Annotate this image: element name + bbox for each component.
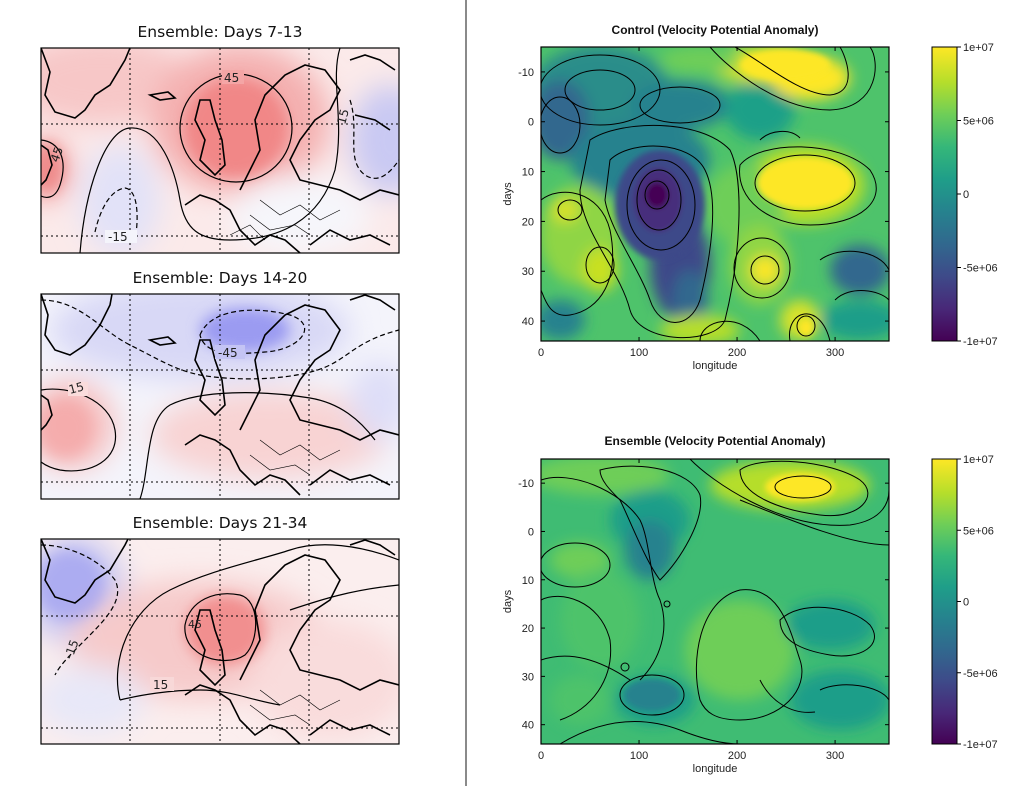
y-tick-label: 10 bbox=[522, 575, 534, 587]
heatmap-ensemble-field bbox=[541, 459, 889, 730]
y-tick-label: 0 bbox=[528, 526, 534, 538]
coastlines bbox=[41, 48, 399, 253]
heatmap-ensemble: 0 100 200 300 -10 0 10 20 30 40 longitude days bbox=[502, 458, 890, 775]
x-tick-label: 0 bbox=[538, 750, 544, 762]
map1-label-15: 15 bbox=[334, 107, 351, 125]
heatmap-ensemble-axes: 0 100 200 300 -10 0 10 20 30 40 longitude days bbox=[502, 459, 889, 775]
heatmap-ensemble-contours bbox=[541, 459, 889, 744]
map1-label-neg15: -15 bbox=[108, 230, 128, 244]
map1-label-45b: 45 bbox=[48, 145, 66, 164]
y-axis-label: days bbox=[502, 589, 514, 613]
x-tick-label: 100 bbox=[630, 347, 648, 359]
map-title-2: Ensemble: Days 14-20 bbox=[132, 269, 308, 287]
map3-label-neg15: -15 bbox=[62, 638, 82, 661]
colorbar-tick-label: 5e+06 bbox=[963, 116, 994, 128]
x-tick-label: 300 bbox=[826, 750, 844, 762]
y-tick-label: 0 bbox=[528, 117, 534, 129]
colorbar-ensemble: 1e+07 5e+06 0 -5e+06 -1e+07 bbox=[931, 454, 998, 751]
y-tick-label: 10 bbox=[522, 167, 534, 179]
map3-label-45: 45 bbox=[188, 618, 202, 631]
heatmap-control: 0 100 200 300 -10 0 10 20 30 40 longitude days bbox=[502, 46, 890, 372]
heatmap-control-axes: 0 100 200 300 -10 0 10 20 30 40 longitude days bbox=[502, 47, 889, 372]
y-tick-label: 30 bbox=[522, 671, 534, 683]
contour-15 bbox=[79, 48, 341, 253]
heatmap-title-control: Control (Velocity Potential Anomaly) bbox=[611, 23, 819, 37]
y-tick-label: 30 bbox=[522, 266, 534, 278]
y-axis-label: days bbox=[502, 182, 514, 206]
contour-45-b bbox=[41, 139, 64, 198]
graticule bbox=[41, 48, 399, 253]
y-tick-label: 20 bbox=[522, 216, 534, 228]
map-panel-2: 15 -45 bbox=[40, 293, 400, 500]
y-tick-label: -10 bbox=[518, 67, 534, 79]
colorbar-control: 1e+07 5e+06 0 -5e+06 -1e+07 bbox=[931, 42, 998, 348]
heatmap-control-contours bbox=[541, 47, 889, 341]
colorbar-tick-label: 1e+07 bbox=[963, 42, 994, 54]
map2-label-15: 15 bbox=[67, 379, 85, 396]
colorbar-tick-label: 1e+07 bbox=[963, 454, 994, 466]
map2-label-neg45: -45 bbox=[218, 346, 238, 360]
panel-divider bbox=[465, 0, 467, 786]
y-tick-label: -10 bbox=[518, 478, 534, 490]
map3-label-15: 15 bbox=[153, 678, 168, 692]
y-tick-label: 40 bbox=[522, 720, 534, 732]
x-tick-label: 300 bbox=[826, 347, 844, 359]
y-tick-label: 20 bbox=[522, 623, 534, 635]
y-tick-label: 40 bbox=[522, 316, 534, 328]
map-panel-1: 45 45 -15 15 bbox=[40, 47, 400, 254]
heatmap-title-ensemble: Ensemble (Velocity Potential Anomaly) bbox=[604, 434, 826, 448]
colorbar-tick-label: 0 bbox=[963, 597, 969, 609]
x-axis-label: longitude bbox=[693, 763, 738, 775]
x-tick-label: 0 bbox=[538, 347, 544, 359]
colorbar-tick-label: -5e+06 bbox=[963, 668, 998, 680]
map-panel-3: -15 15 45 bbox=[40, 538, 400, 745]
colorbar-tick-label: -1e+07 bbox=[963, 739, 998, 751]
x-tick-label: 100 bbox=[630, 750, 648, 762]
x-tick-label: 200 bbox=[728, 750, 746, 762]
colorbar-tick-label: 5e+06 bbox=[963, 525, 994, 537]
map-title-3: Ensemble: Days 21-34 bbox=[132, 514, 308, 532]
x-tick-label: 200 bbox=[728, 347, 746, 359]
x-axis-label: longitude bbox=[693, 360, 738, 372]
contour-neg15 bbox=[94, 187, 138, 241]
colorbar-tick-label: -1e+07 bbox=[963, 336, 998, 348]
colorbar-tick-label: 0 bbox=[963, 189, 969, 201]
colorbar-tick-label: -5e+06 bbox=[963, 263, 998, 275]
map-title-1: Ensemble: Days 7-13 bbox=[137, 23, 303, 41]
map1-label-45a: 45 bbox=[224, 71, 239, 85]
